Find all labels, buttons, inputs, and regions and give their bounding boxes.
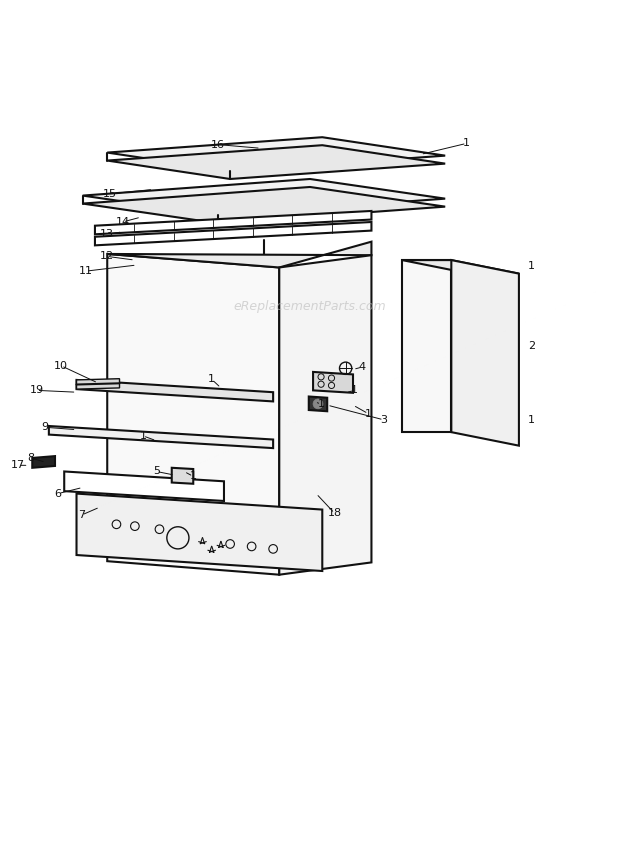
Polygon shape [279, 256, 371, 575]
Text: 5: 5 [153, 466, 160, 476]
Text: 1: 1 [351, 385, 358, 395]
Polygon shape [309, 396, 327, 412]
Polygon shape [95, 222, 371, 245]
Text: 19: 19 [30, 385, 43, 395]
Polygon shape [313, 372, 353, 393]
Text: 1: 1 [365, 409, 372, 418]
Text: 11: 11 [79, 266, 93, 276]
Text: 4: 4 [358, 362, 366, 372]
Text: 16: 16 [211, 140, 225, 150]
Text: eReplacementParts.com: eReplacementParts.com [234, 300, 386, 313]
Polygon shape [76, 493, 322, 571]
Polygon shape [402, 260, 451, 432]
Polygon shape [76, 378, 120, 389]
Text: 1: 1 [528, 262, 534, 271]
Polygon shape [107, 137, 445, 171]
Text: 1: 1 [528, 415, 534, 425]
Text: 14: 14 [115, 217, 130, 227]
Polygon shape [32, 456, 55, 468]
Text: 8: 8 [27, 453, 34, 463]
Text: 6: 6 [55, 488, 61, 498]
Text: 9: 9 [41, 423, 48, 432]
Polygon shape [95, 211, 371, 234]
Polygon shape [172, 468, 193, 484]
Polygon shape [82, 179, 445, 216]
Text: 17: 17 [11, 460, 25, 470]
Text: 1: 1 [140, 431, 146, 440]
Text: 7: 7 [78, 510, 85, 520]
Text: 1: 1 [463, 138, 470, 148]
Polygon shape [82, 187, 445, 223]
Polygon shape [49, 426, 273, 448]
Polygon shape [107, 242, 371, 268]
Text: 18: 18 [327, 509, 342, 518]
Text: 10: 10 [54, 360, 68, 371]
Polygon shape [76, 380, 273, 401]
Text: 2: 2 [528, 341, 535, 351]
Circle shape [313, 399, 323, 409]
Text: 1: 1 [190, 471, 197, 481]
Polygon shape [107, 145, 445, 179]
Polygon shape [451, 260, 519, 446]
Polygon shape [107, 254, 279, 575]
Text: 3: 3 [380, 415, 388, 425]
Text: 12: 12 [100, 251, 114, 262]
Polygon shape [402, 260, 519, 273]
Text: 1: 1 [208, 374, 215, 384]
Polygon shape [64, 471, 224, 501]
Text: 15: 15 [104, 189, 117, 199]
Text: 1: 1 [317, 400, 324, 410]
Text: 13: 13 [100, 229, 114, 239]
